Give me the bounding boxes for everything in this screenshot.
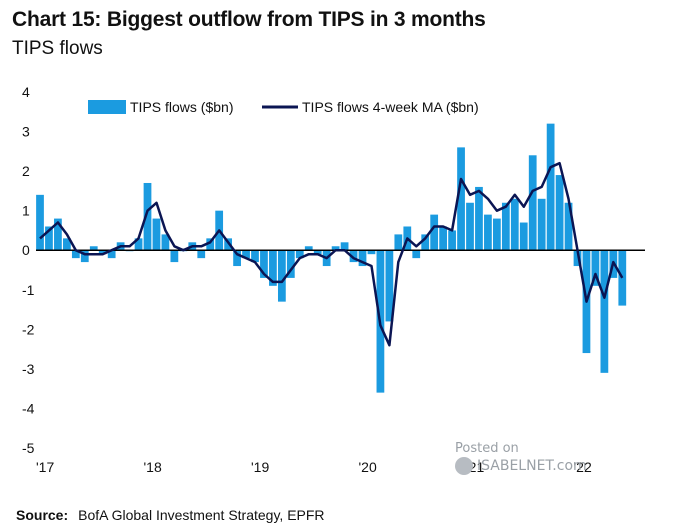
bar (484, 214, 492, 251)
bar (143, 182, 152, 251)
bar (466, 202, 474, 251)
bar (54, 218, 62, 251)
bar (206, 238, 215, 251)
bar (349, 250, 358, 263)
y-tick-label: 0 (22, 242, 30, 258)
watermark-posted: Posted on (455, 441, 519, 456)
chart-subtitle: TIPS flows (12, 38, 103, 59)
bar (448, 230, 456, 251)
bar (367, 250, 376, 255)
chart-title: Chart 15: Biggest outflow from TIPS in 3… (12, 8, 486, 31)
bar-series (36, 123, 627, 393)
bar (537, 198, 546, 251)
bar (295, 250, 304, 259)
y-tick-label: -3 (22, 361, 35, 377)
x-tick-label: '18 (144, 459, 162, 475)
source-note: Source: BofA Global Investment Strategy, … (16, 507, 325, 523)
bar (358, 250, 367, 267)
bar (528, 155, 537, 251)
bar (618, 250, 627, 306)
bar (36, 194, 44, 251)
bar (260, 250, 268, 278)
bar (501, 202, 510, 251)
ma-line-series (39, 161, 624, 347)
legend-bar-swatch (88, 100, 126, 114)
bar (510, 198, 519, 251)
bar (430, 214, 439, 251)
bar (277, 250, 286, 302)
legend-bar-label: TIPS flows ($bn) (130, 99, 233, 115)
bar (89, 246, 98, 251)
bar (475, 186, 483, 251)
bar (251, 250, 259, 263)
bar (98, 250, 107, 255)
bar (385, 250, 394, 322)
x-tick-label: '19 (251, 459, 269, 475)
bar (286, 250, 295, 278)
bar (519, 222, 528, 251)
watermark-site: ISABELNET.com (477, 457, 587, 474)
x-tick-label: '17 (36, 459, 54, 475)
bar (45, 226, 53, 251)
y-tick-label: -2 (22, 321, 35, 337)
bar (555, 175, 564, 251)
y-tick-label: 2 (22, 163, 30, 179)
watermark-domain: ISABELNET.com (455, 457, 587, 475)
bar (313, 250, 322, 255)
source-text: BofA Global Investment Strategy, EPFR (78, 507, 325, 523)
bar (394, 234, 403, 251)
bar (412, 250, 421, 259)
bar (457, 147, 465, 251)
bar (134, 238, 143, 251)
bar (439, 226, 448, 251)
bar (170, 250, 179, 263)
bar (304, 246, 313, 251)
bar (573, 250, 582, 267)
bar (340, 242, 349, 251)
bar (242, 250, 250, 259)
bar (564, 202, 573, 251)
y-tick-label: -1 (22, 282, 35, 298)
bar (421, 234, 430, 251)
y-tick-label: -4 (22, 400, 35, 416)
y-tick-label: 4 (22, 84, 30, 100)
y-tick-label: -5 (22, 440, 35, 456)
bar (107, 250, 116, 259)
bar (161, 234, 170, 251)
bar (152, 218, 161, 251)
bar (591, 250, 600, 286)
bar (233, 250, 241, 267)
bar (62, 238, 71, 251)
bar (492, 218, 501, 251)
bar (546, 123, 555, 251)
x-tick-label: '20 (359, 459, 377, 475)
bar (71, 250, 80, 259)
legend: TIPS flows ($bn) TIPS flows 4-week MA ($… (88, 99, 479, 115)
source-label: Source: (16, 507, 69, 523)
watermark: Posted on ISABELNET.com (455, 440, 587, 475)
x-tick-label: '22 (574, 459, 592, 475)
bar (197, 250, 206, 259)
isabelnet-logo-icon (455, 457, 473, 475)
y-tick-label: 1 (22, 203, 30, 219)
bar (80, 250, 89, 263)
bar (600, 250, 609, 373)
bar (269, 250, 277, 286)
y-axis-ticks: 4 3 2 1 0 -1 -2 -3 -4 -5 (22, 84, 35, 456)
legend-line-label: TIPS flows 4-week MA ($bn) (302, 99, 479, 115)
bar (331, 246, 340, 251)
y-tick-label: 3 (22, 124, 30, 140)
